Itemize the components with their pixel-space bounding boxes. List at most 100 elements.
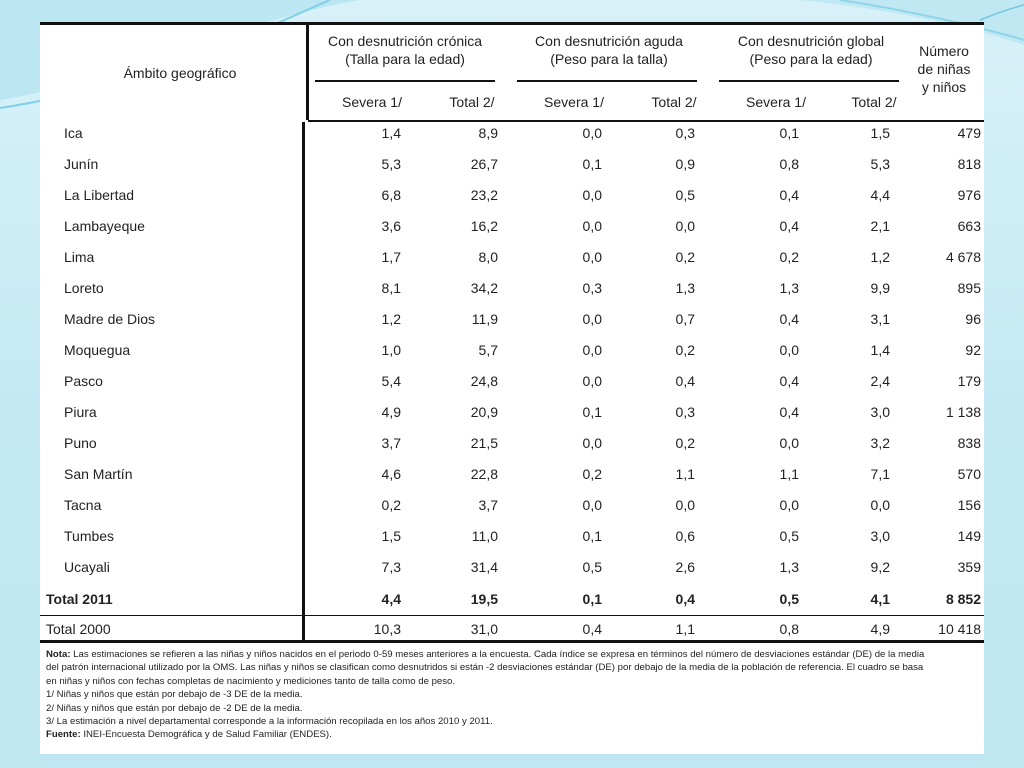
cell-chronic-severe: 4,6 <box>381 466 401 482</box>
table-notes: Nota: Las estimaciones se refieren a las… <box>46 648 980 742</box>
cell-count: 479 <box>957 125 981 141</box>
cell-chronic-severe: 6,8 <box>381 187 401 203</box>
cell-acute-total: 2,6 <box>675 559 695 575</box>
cell-global-severe: 0,8 <box>779 156 799 172</box>
cell-global-total: 5,3 <box>870 156 890 172</box>
cell-acute-severe: 0,0 <box>582 187 602 203</box>
cell-chronic-total: 22,8 <box>470 466 498 482</box>
table-bottom-rule <box>40 640 984 643</box>
cell-chronic-total: 34,2 <box>470 280 498 296</box>
row-label: Ucayali <box>64 559 110 575</box>
cell-global-severe: 0,4 <box>779 404 799 420</box>
row-label: Tacna <box>64 497 102 513</box>
cell-chronic-total: 11,9 <box>471 311 498 327</box>
cell-count: 838 <box>957 435 981 451</box>
cell-acute-severe: 0,0 <box>582 249 602 265</box>
cell-global-total: 3,0 <box>870 404 890 420</box>
cell-chronic-total: 8,0 <box>478 249 498 265</box>
cell-acute-total: 1,1 <box>675 466 695 482</box>
cell-count: 570 <box>957 466 981 482</box>
cell-global-total: 4,4 <box>870 187 890 203</box>
cell-chronic-severe: 4,9 <box>381 404 401 420</box>
note-text: 2/ Niñas y niños que están por debajo de… <box>46 702 303 714</box>
rule-acute <box>517 80 697 82</box>
cell-chronic-total: 19,5 <box>470 591 498 607</box>
cell-global-total: 9,2 <box>870 559 890 575</box>
cell-global-total: 1,4 <box>870 342 890 358</box>
cell-chronic-severe: 3,6 <box>381 218 401 234</box>
note-line: en niñas y niños con fechas completas de… <box>46 675 980 688</box>
cell-chronic-total: 31,4 <box>470 559 498 575</box>
cell-chronic-severe: 1,5 <box>381 528 401 544</box>
cell-chronic-severe: 8,1 <box>381 280 401 296</box>
cell-count: 156 <box>957 497 981 513</box>
row-label: Loreto <box>64 280 104 296</box>
cell-acute-severe: 0,0 <box>582 218 602 234</box>
cell-chronic-severe: 5,3 <box>381 156 401 172</box>
header-chronic-total: Total 2/ <box>449 94 495 110</box>
cell-chronic-severe: 3,7 <box>381 435 401 451</box>
cell-global-severe: 0,4 <box>779 373 799 389</box>
cell-acute-total: 1,1 <box>675 621 695 637</box>
header-count: Número de niñas y niños <box>917 43 971 95</box>
row-label: Madre de Dios <box>64 311 156 327</box>
header-chronic-severe: Severa 1/ <box>342 94 402 110</box>
cell-chronic-total: 11,0 <box>471 528 498 544</box>
row-label: Lima <box>64 249 95 265</box>
header-acute-total: Total 2/ <box>651 94 697 110</box>
cell-acute-total: 0,3 <box>675 404 695 420</box>
cell-acute-severe: 0,0 <box>582 497 602 513</box>
cell-chronic-severe: 1,7 <box>381 249 401 265</box>
cell-acute-severe: 0,0 <box>582 342 602 358</box>
cell-count: 10 418 <box>938 621 981 637</box>
cell-acute-total: 0,7 <box>675 311 695 327</box>
row-label: Total 2000 <box>46 621 111 637</box>
cell-acute-severe: 0,1 <box>582 404 602 420</box>
cell-acute-severe: 0,1 <box>582 156 602 172</box>
row-label: Piura <box>64 404 97 420</box>
cell-count: 1 138 <box>945 404 981 420</box>
cell-global-severe: 0,4 <box>779 218 799 234</box>
cell-chronic-total: 31,0 <box>470 621 498 637</box>
cell-global-total: 3,2 <box>870 435 890 451</box>
cell-count: 4 678 <box>945 249 981 265</box>
cell-acute-total: 0,9 <box>675 156 695 172</box>
total-separator <box>40 615 984 616</box>
cell-global-total: 0,0 <box>870 497 890 513</box>
cell-chronic-total: 21,5 <box>470 435 498 451</box>
cell-count: 96 <box>965 311 981 327</box>
note-text: del patrón internacional utilizado por l… <box>46 662 924 674</box>
stub-divider <box>302 122 305 640</box>
row-label: Puno <box>64 435 97 451</box>
table-top-rule <box>40 22 984 25</box>
cell-chronic-total: 5,7 <box>478 342 498 358</box>
cell-global-severe: 0,4 <box>779 311 799 327</box>
cell-chronic-severe: 0,2 <box>381 497 401 513</box>
cell-global-total: 3,1 <box>870 311 890 327</box>
cell-global-total: 2,1 <box>870 218 890 234</box>
note-text: 3/ La estimación a nivel departamental c… <box>46 716 493 728</box>
cell-chronic-total: 3,7 <box>478 497 498 513</box>
cell-global-severe: 1,3 <box>779 559 799 575</box>
cell-global-total: 1,5 <box>870 125 890 141</box>
cell-chronic-total: 20,9 <box>470 404 498 420</box>
note-label: Nota: <box>46 649 71 660</box>
cell-count: 976 <box>957 187 981 203</box>
note-line: 1/ Niñas y niños que están por debajo de… <box>46 688 980 701</box>
cell-chronic-total: 23,2 <box>470 187 498 203</box>
cell-acute-total: 0,2 <box>675 249 695 265</box>
note-text: Las estimaciones se refieren a las niñas… <box>70 649 925 660</box>
cell-acute-severe: 0,1 <box>582 528 602 544</box>
cell-acute-total: 0,2 <box>675 342 695 358</box>
header-chronic: Con desnutrición crónica (Talla para la e… <box>327 33 483 67</box>
row-label: Pasco <box>64 373 103 389</box>
report-sheet: Ámbito geográfico Con desnutrición cróni… <box>40 22 984 754</box>
cell-global-total: 3,0 <box>870 528 890 544</box>
note-line: 2/ Niñas y niños que están por debajo de… <box>46 702 980 715</box>
note-line: 3/ La estimación a nivel departamental c… <box>46 715 980 728</box>
cell-global-severe: 1,1 <box>779 466 799 482</box>
cell-chronic-severe: 4,4 <box>381 591 401 607</box>
note-line: del patrón internacional utilizado por l… <box>46 661 980 674</box>
row-label: La Libertad <box>64 187 135 203</box>
header-global-severe: Severa 1/ <box>746 94 806 110</box>
